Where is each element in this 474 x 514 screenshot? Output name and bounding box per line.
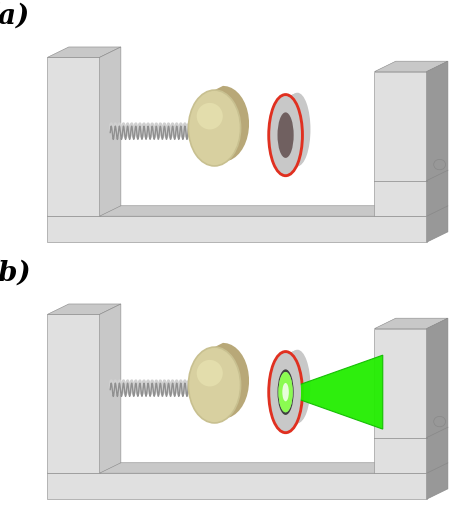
Ellipse shape: [434, 416, 446, 427]
Ellipse shape: [434, 159, 446, 170]
Ellipse shape: [282, 351, 308, 424]
Ellipse shape: [278, 372, 293, 412]
Ellipse shape: [277, 113, 294, 158]
Ellipse shape: [276, 97, 302, 170]
Text: (a): (a): [0, 3, 30, 30]
Polygon shape: [47, 206, 448, 216]
Ellipse shape: [277, 370, 294, 415]
Ellipse shape: [279, 352, 305, 426]
Ellipse shape: [273, 98, 299, 172]
Text: (b): (b): [0, 260, 31, 287]
Ellipse shape: [275, 354, 301, 428]
Polygon shape: [286, 355, 383, 429]
Polygon shape: [100, 304, 121, 473]
Polygon shape: [427, 318, 448, 473]
Ellipse shape: [278, 372, 293, 412]
Ellipse shape: [283, 93, 310, 167]
Ellipse shape: [277, 96, 303, 170]
Ellipse shape: [279, 95, 305, 169]
Polygon shape: [374, 328, 427, 473]
Polygon shape: [427, 61, 448, 216]
Ellipse shape: [276, 354, 302, 427]
Polygon shape: [374, 71, 427, 216]
Ellipse shape: [273, 98, 300, 171]
Ellipse shape: [284, 350, 310, 423]
Polygon shape: [374, 61, 448, 71]
Ellipse shape: [280, 352, 306, 425]
Ellipse shape: [282, 94, 308, 167]
Polygon shape: [47, 304, 121, 315]
Polygon shape: [47, 315, 100, 473]
Polygon shape: [427, 463, 448, 499]
Ellipse shape: [284, 93, 310, 166]
Ellipse shape: [189, 90, 241, 166]
Ellipse shape: [197, 103, 223, 130]
Ellipse shape: [278, 96, 304, 169]
Ellipse shape: [273, 355, 299, 429]
Ellipse shape: [280, 95, 306, 168]
Ellipse shape: [277, 353, 303, 427]
Polygon shape: [47, 58, 100, 216]
Polygon shape: [214, 86, 249, 166]
Ellipse shape: [270, 353, 301, 431]
Ellipse shape: [270, 96, 301, 174]
Ellipse shape: [189, 347, 241, 423]
Ellipse shape: [283, 350, 310, 424]
Ellipse shape: [281, 351, 307, 425]
Polygon shape: [214, 343, 249, 423]
Polygon shape: [47, 47, 121, 58]
Ellipse shape: [281, 94, 307, 168]
Polygon shape: [47, 473, 427, 499]
Ellipse shape: [283, 383, 289, 401]
Polygon shape: [47, 216, 427, 242]
Ellipse shape: [278, 353, 304, 426]
Ellipse shape: [197, 360, 223, 387]
Polygon shape: [427, 206, 448, 242]
Polygon shape: [374, 318, 448, 328]
Ellipse shape: [275, 97, 301, 171]
Polygon shape: [47, 463, 448, 473]
Ellipse shape: [273, 355, 300, 428]
Polygon shape: [100, 47, 121, 216]
